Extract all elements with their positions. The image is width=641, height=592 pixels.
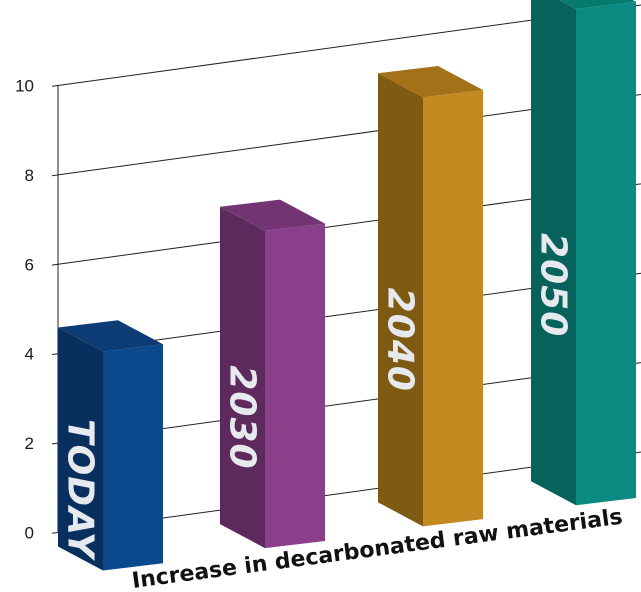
bar-today: TODAY [58, 320, 163, 571]
bar-front-face [423, 90, 483, 527]
bar-label-2050: 2050 [533, 233, 574, 337]
bar-side-face [531, 0, 576, 506]
x-axis-title: Increase in decarbonated raw materials [131, 505, 624, 592]
y-tick-label-10: 10 [15, 76, 34, 95]
tick-mark-6 [51, 263, 59, 266]
tick-mark-2 [51, 442, 59, 445]
bar-label-today: TODAY [60, 419, 101, 562]
y-tick-label-2: 2 [25, 434, 34, 453]
y-tick-label-0: 0 [25, 523, 34, 542]
y-tick-label-6: 6 [25, 255, 34, 274]
bar-top-face [58, 320, 163, 352]
y-tick-label-4: 4 [25, 345, 34, 364]
tick-mark-0 [51, 532, 59, 534]
bar-side-face [378, 73, 423, 527]
bar-top-face [559, 0, 636, 10]
bar-side-face [58, 327, 103, 571]
bar-front-face [576, 1, 636, 506]
bar-front-face [265, 223, 325, 549]
bar-label-2040: 2040 [380, 288, 421, 392]
bar-front-face [103, 344, 163, 571]
bar-label-2030: 2030 [222, 365, 263, 469]
bar-top-face [378, 66, 483, 98]
tick-mark-10 [51, 85, 59, 87]
bars: TODAY 2030 2040 2050 [58, 0, 636, 571]
tick-mark-8 [51, 174, 59, 177]
bar-side-face [220, 206, 265, 549]
bar-2030: 2030 [220, 199, 325, 549]
bar-2050: 2050 [531, 0, 636, 506]
bar-top-face [220, 199, 325, 231]
y-tick-label-8: 8 [25, 166, 34, 185]
y-axis: 0 2 4 6 8 10 [15, 76, 59, 542]
tick-mark-4 [51, 353, 59, 355]
bar-2040: 2040 [378, 66, 483, 527]
